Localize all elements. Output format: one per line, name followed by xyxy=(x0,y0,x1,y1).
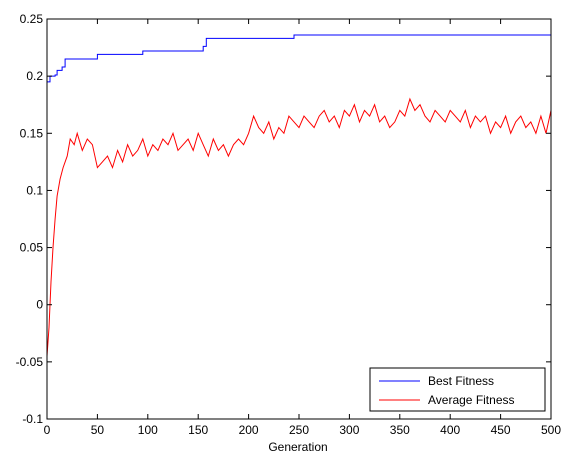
x-tick-label: 350 xyxy=(390,423,410,437)
x-axis-label: Generation xyxy=(268,440,327,454)
x-tick-label: 150 xyxy=(188,423,208,437)
plot-area xyxy=(46,33,552,357)
legend-box xyxy=(369,367,546,412)
y-tick-label: 0.2 xyxy=(26,69,43,83)
x-tick-label: 450 xyxy=(491,423,511,437)
x-tick-label: 300 xyxy=(339,423,359,437)
plot-frame xyxy=(46,18,552,420)
series-line-best-fitness xyxy=(47,33,552,83)
x-tick-label: 0 xyxy=(44,423,51,437)
y-tick-label: 0.1 xyxy=(26,183,43,197)
x-axis-ticks: 0 50 100 150 200 250 300 350 400 450 500 xyxy=(44,19,561,437)
y-tick-label: 0.05 xyxy=(20,241,44,255)
y-tick-label: -0.05 xyxy=(16,355,44,369)
x-tick-label: 50 xyxy=(91,423,105,437)
legend-label-average-fitness: Average Fitness xyxy=(428,393,515,407)
legend: Best Fitness Average Fitness xyxy=(369,367,546,412)
x-tick-label: 200 xyxy=(239,423,259,437)
y-axis-ticks: -0.1 -0.05 0 0.05 0.1 0.15 0.2 0.25 xyxy=(16,12,551,426)
series-line-average-fitness xyxy=(46,97,552,357)
x-tick-label: 100 xyxy=(138,423,158,437)
y-tick-label: -0.1 xyxy=(22,412,43,426)
legend-label-best-fitness: Best Fitness xyxy=(428,374,494,388)
x-tick-label: 400 xyxy=(440,423,460,437)
y-tick-label: 0 xyxy=(36,298,43,312)
y-tick-label: 0.25 xyxy=(20,12,44,26)
x-tick-label: 250 xyxy=(289,423,309,437)
x-tick-label: 500 xyxy=(541,423,561,437)
y-tick-label: 0.15 xyxy=(20,126,44,140)
